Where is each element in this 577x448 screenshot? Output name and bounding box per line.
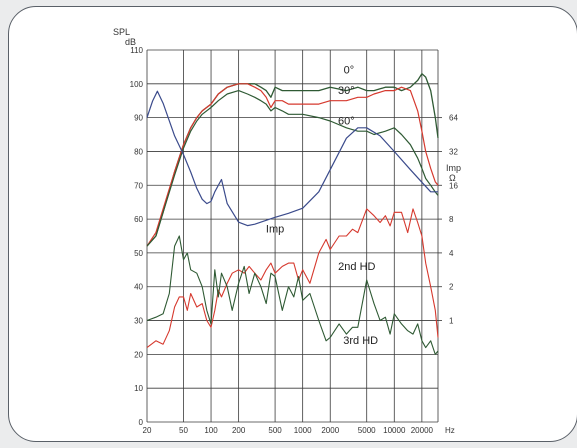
y2-axis-title: Imp <box>446 163 461 173</box>
series-60-line <box>146 90 439 247</box>
y-tick-label: 70 <box>134 181 143 190</box>
annotation-0-label: 0° <box>344 65 355 77</box>
y2-tick-label: 8 <box>449 215 454 224</box>
x-tick-label: 50 <box>179 426 188 435</box>
x-tick-label: 5000 <box>358 426 376 435</box>
x-tick-label: 100 <box>204 426 218 435</box>
series-3rd-hd-line <box>146 235 439 355</box>
y2-axis-unit: Ω <box>449 173 456 183</box>
x-tick-label: 1000 <box>294 426 312 435</box>
y2-tick-label: 64 <box>449 114 458 123</box>
y-tick-label: 0 <box>139 418 144 427</box>
x-tick-label: 2000 <box>321 426 339 435</box>
y2-tick-label: 1 <box>449 317 454 326</box>
y-tick-label: 110 <box>130 46 143 55</box>
chart-card <box>8 6 577 442</box>
annotation-3rd-hd-label: 3rd HD <box>343 335 378 347</box>
x-tick-label: 500 <box>268 426 282 435</box>
y-tick-label: 90 <box>134 114 143 123</box>
y-tick-label: 60 <box>134 215 143 224</box>
y-tick-label: 100 <box>130 80 144 89</box>
y-tick-label: 40 <box>134 283 143 292</box>
annotation-30-label: 30° <box>338 85 355 97</box>
y2-tick-label: 4 <box>449 249 454 258</box>
y-tick-label: 20 <box>134 350 143 359</box>
x-tick-label: 10000 <box>383 426 406 435</box>
series-30-line <box>146 83 439 247</box>
annotation-2nd-hd-label: 2nd HD <box>338 261 375 273</box>
x-tick-label: 20 <box>143 426 152 435</box>
y-tick-label: 80 <box>134 147 143 156</box>
y2-tick-label: 16 <box>449 181 458 190</box>
x-tick-label: 20000 <box>411 426 434 435</box>
series-imp-line <box>146 90 438 227</box>
annotation-imp-label: Imp <box>266 224 284 236</box>
x-tick-label: 200 <box>232 426 246 435</box>
y2-tick-label: 2 <box>449 283 454 292</box>
y-tick-label: 30 <box>134 317 143 326</box>
y-tick-label: 10 <box>134 384 143 393</box>
y-axis-title: SPL <box>113 27 130 37</box>
y2-tick-label: 32 <box>449 147 458 156</box>
series-2nd-hd-line <box>146 208 439 349</box>
y-tick-label: 50 <box>134 249 143 258</box>
annotation-60-label: 60° <box>338 115 355 127</box>
x-unit-label: Hz <box>445 426 455 435</box>
y-axis-unit: dB <box>125 37 136 47</box>
